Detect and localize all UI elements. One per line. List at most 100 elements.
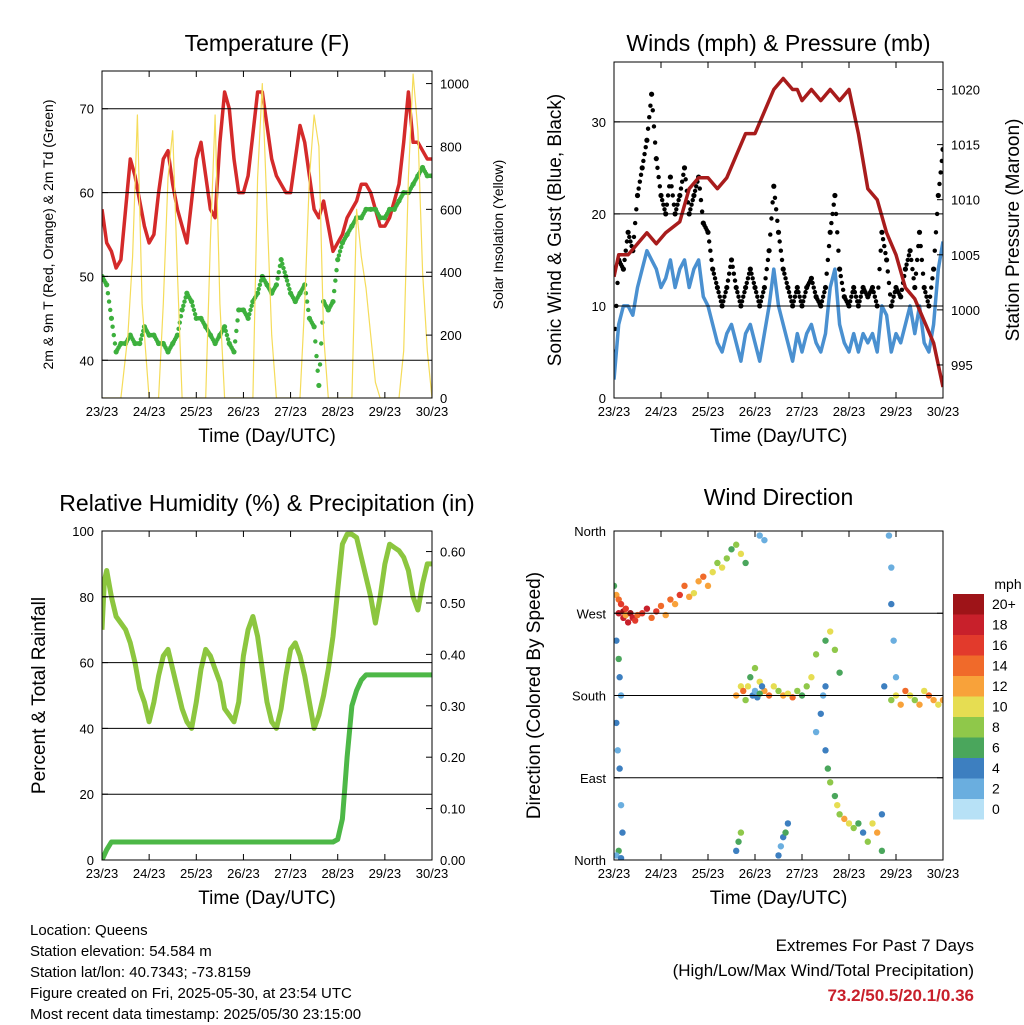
legend-label: 14	[992, 658, 1008, 674]
extremes-panel: Extremes For Past 7 Days (High/Low/Max W…	[673, 933, 974, 1008]
data-point	[769, 216, 774, 221]
data-point	[888, 600, 895, 608]
chart-panel-4: 23/23 24/23 25/23 26/23 27/23 28/23 29/23 30/23…	[524, 484, 1022, 909]
data-point	[722, 294, 727, 299]
series-2	[102, 164, 432, 389]
y2-tick-label: 1000	[951, 303, 980, 318]
data-point	[649, 91, 655, 97]
data-point	[616, 674, 623, 681]
data-point	[657, 602, 665, 610]
x-tick-label: 27/23	[274, 866, 307, 881]
x-tick-label: 30/23	[416, 866, 449, 881]
data-point	[231, 349, 237, 355]
data-point	[749, 271, 754, 276]
data-point	[836, 669, 843, 676]
data-point	[677, 192, 683, 199]
data-point	[249, 303, 254, 308]
data-point	[314, 353, 319, 359]
data-point	[910, 266, 915, 272]
data-point	[182, 299, 187, 304]
y-tick-label: 0	[599, 391, 606, 406]
legend-title: mph	[994, 576, 1021, 592]
data-point	[614, 719, 620, 727]
y2-tick-label: 0.20	[440, 750, 465, 765]
data-point	[869, 820, 876, 827]
data-point	[930, 696, 937, 704]
data-point	[303, 290, 309, 296]
x-tick-label: 30/23	[927, 866, 960, 881]
data-point	[827, 229, 833, 235]
x-tick-label: 27/23	[786, 866, 819, 881]
data-point	[653, 156, 659, 162]
data-point	[639, 165, 645, 171]
data-point	[302, 282, 308, 288]
data-point	[724, 284, 730, 291]
legend-swatch	[953, 614, 984, 635]
data-point	[111, 332, 116, 338]
data-point	[777, 239, 782, 244]
series-2-line	[614, 241, 943, 380]
data-point	[316, 382, 322, 389]
data-point	[775, 218, 780, 223]
series-2-line	[102, 672, 432, 860]
x-tick-label: 27/23	[786, 404, 819, 419]
data-point	[615, 280, 620, 286]
data-point	[676, 197, 681, 203]
data-point	[247, 311, 252, 317]
data-point	[192, 311, 198, 317]
data-point	[669, 184, 674, 189]
data-point	[711, 271, 717, 276]
data-point	[812, 651, 820, 658]
data-point	[803, 683, 810, 690]
x-tick-label: 23/23	[598, 404, 631, 419]
data-point	[904, 262, 909, 267]
data-point	[831, 792, 839, 800]
data-point	[232, 339, 238, 344]
data-point	[658, 192, 664, 199]
data-point	[104, 282, 110, 288]
data-point	[280, 261, 285, 267]
data-point	[850, 824, 857, 832]
data-point	[770, 683, 777, 690]
data-point	[223, 328, 228, 334]
data-point	[732, 278, 738, 283]
data-point	[648, 103, 653, 108]
data-point	[911, 276, 916, 281]
data-point	[174, 332, 181, 338]
legend-label: 6	[992, 740, 1000, 756]
y-tick-label: 0	[87, 853, 94, 868]
data-point	[683, 177, 688, 182]
x-tick-label: 30/23	[416, 404, 449, 419]
data-point	[624, 239, 630, 244]
x-tick-label: 25/23	[692, 404, 725, 419]
data-point	[874, 829, 881, 836]
data-point	[853, 294, 859, 299]
y-tick-label: 50	[80, 269, 94, 284]
data-point	[275, 276, 280, 281]
data-point	[643, 144, 648, 150]
data-point	[304, 299, 310, 304]
data-point	[885, 269, 890, 274]
extremes-title: Extremes For Past 7 Days	[775, 936, 974, 955]
plot-area	[102, 73, 432, 398]
data-point	[737, 829, 745, 836]
y2-axis-label: Station Pressure (Maroon)	[1003, 119, 1024, 342]
x-tick-label: 23/23	[86, 866, 119, 881]
data-point	[112, 341, 118, 346]
data-point	[714, 284, 721, 291]
data-point	[808, 674, 815, 681]
data-point	[923, 289, 928, 295]
data-point	[819, 299, 825, 304]
data-point	[784, 280, 789, 286]
data-point	[739, 299, 745, 304]
data-point	[929, 285, 934, 290]
data-point	[800, 299, 806, 304]
data-point	[881, 683, 888, 690]
data-point	[728, 257, 735, 263]
data-point	[667, 174, 674, 180]
x-tick-label: 23/23	[598, 866, 631, 881]
data-point	[882, 243, 887, 249]
data-point	[824, 271, 829, 276]
y2-tick-label: 200	[440, 328, 462, 343]
y2-tick-label: 0.00	[440, 853, 465, 868]
